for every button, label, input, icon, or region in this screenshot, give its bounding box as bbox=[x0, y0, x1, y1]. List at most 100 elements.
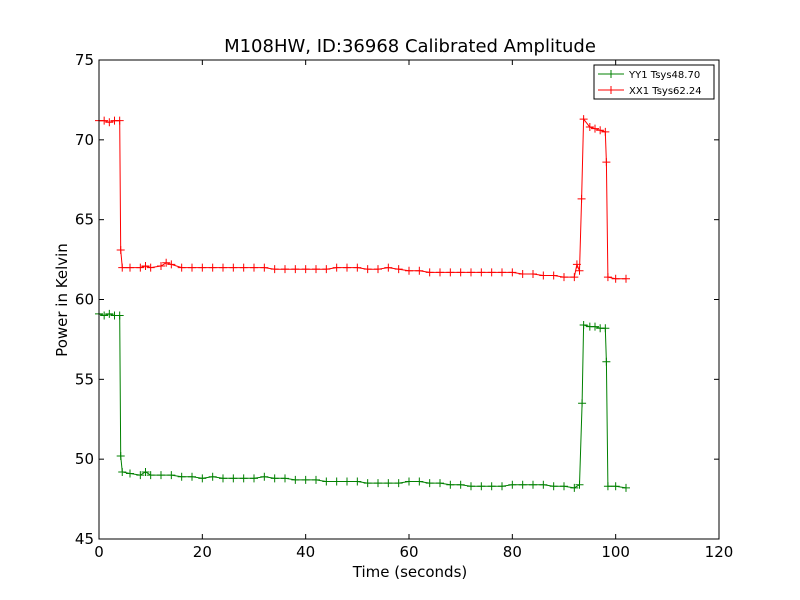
legend-marker bbox=[607, 86, 615, 94]
data-point bbox=[116, 451, 125, 460]
y-tick-label: 75 bbox=[75, 51, 94, 69]
data-point bbox=[229, 474, 238, 483]
data-point bbox=[162, 258, 171, 267]
data-point bbox=[116, 246, 125, 255]
data-point bbox=[601, 324, 610, 333]
legend-box bbox=[593, 64, 715, 100]
data-point bbox=[219, 474, 227, 483]
data-point bbox=[322, 477, 331, 486]
data-point bbox=[322, 265, 331, 274]
data-point bbox=[456, 268, 465, 277]
data-point bbox=[622, 274, 630, 283]
data-point bbox=[579, 321, 588, 330]
data-point bbox=[549, 482, 558, 491]
data-point bbox=[603, 482, 612, 491]
data-point bbox=[208, 263, 217, 272]
data-point bbox=[539, 271, 548, 280]
data-point bbox=[363, 479, 372, 488]
data-point bbox=[301, 265, 310, 274]
y-tick-label: 55 bbox=[75, 370, 94, 388]
data-point bbox=[363, 265, 372, 274]
data-point bbox=[146, 263, 155, 272]
chart-title: M108HW, ID:36968 Calibrated Amplitude bbox=[224, 36, 596, 57]
data-point bbox=[291, 265, 300, 274]
data-point bbox=[579, 115, 588, 124]
x-tick-label: 0 bbox=[94, 543, 104, 561]
data-point bbox=[343, 477, 351, 486]
data-point bbox=[126, 469, 134, 478]
data-point bbox=[167, 260, 176, 269]
y-tick-label: 60 bbox=[75, 291, 94, 309]
x-tick-label: 100 bbox=[601, 543, 630, 561]
data-point bbox=[100, 311, 109, 320]
data-point bbox=[118, 263, 127, 272]
data-point bbox=[570, 483, 579, 492]
data-point bbox=[100, 116, 109, 125]
data-point bbox=[343, 263, 351, 272]
data-point bbox=[467, 482, 475, 491]
series-2 bbox=[95, 115, 630, 283]
data-point bbox=[126, 263, 134, 272]
data-point bbox=[239, 263, 248, 272]
y-tick-label: 50 bbox=[75, 450, 94, 468]
data-point bbox=[115, 311, 124, 320]
data-point bbox=[602, 158, 611, 167]
data-point bbox=[239, 474, 248, 483]
data-point bbox=[529, 480, 537, 489]
data-point bbox=[585, 123, 594, 132]
data-point bbox=[498, 268, 506, 277]
data-point bbox=[456, 480, 465, 489]
data-point bbox=[405, 266, 413, 275]
data-point bbox=[611, 274, 620, 283]
data-point bbox=[198, 263, 207, 272]
data-point bbox=[539, 480, 548, 489]
data-point bbox=[270, 474, 279, 483]
data-point bbox=[570, 273, 579, 282]
data-point bbox=[250, 263, 258, 272]
data-point bbox=[384, 263, 393, 272]
data-point bbox=[115, 116, 124, 125]
data-point bbox=[229, 263, 238, 272]
data-point bbox=[405, 477, 413, 486]
data-point bbox=[508, 268, 517, 277]
data-point bbox=[105, 118, 114, 127]
data-point bbox=[518, 269, 527, 278]
data-point bbox=[425, 479, 434, 488]
data-point bbox=[188, 472, 196, 481]
data-point bbox=[446, 268, 455, 277]
data-point bbox=[260, 472, 269, 481]
data-point bbox=[560, 482, 568, 491]
data-point bbox=[157, 261, 165, 270]
legend-label: YY1 Tsys48.70 bbox=[628, 70, 700, 81]
data-point bbox=[167, 471, 176, 480]
data-point bbox=[374, 265, 382, 274]
data-point bbox=[575, 480, 584, 489]
x-tick-label: 120 bbox=[705, 543, 734, 561]
x-tick-label: 40 bbox=[296, 543, 315, 561]
data-point bbox=[188, 263, 196, 272]
data-point bbox=[518, 480, 527, 489]
data-point bbox=[177, 263, 186, 272]
data-point bbox=[353, 477, 362, 486]
data-point bbox=[141, 261, 150, 270]
data-point bbox=[575, 266, 584, 275]
data-point bbox=[198, 474, 207, 483]
data-point bbox=[529, 269, 537, 278]
data-point bbox=[498, 482, 506, 491]
data-point bbox=[384, 479, 393, 488]
x-axis-label: Time (seconds) bbox=[352, 563, 468, 581]
legend-marker bbox=[607, 70, 615, 78]
data-point bbox=[394, 265, 403, 274]
y-tick-label: 70 bbox=[75, 131, 94, 149]
data-point bbox=[219, 263, 227, 272]
data-point bbox=[291, 475, 300, 484]
data-point bbox=[446, 480, 455, 489]
data-point bbox=[177, 472, 186, 481]
y-tick-label: 65 bbox=[75, 211, 94, 229]
data-point bbox=[602, 357, 611, 366]
legend-entry: YY1 Tsys48.70 bbox=[598, 70, 700, 81]
legend-entry: XX1 Tsys62.24 bbox=[598, 86, 702, 97]
data-point bbox=[118, 467, 127, 476]
data-point bbox=[332, 477, 341, 486]
